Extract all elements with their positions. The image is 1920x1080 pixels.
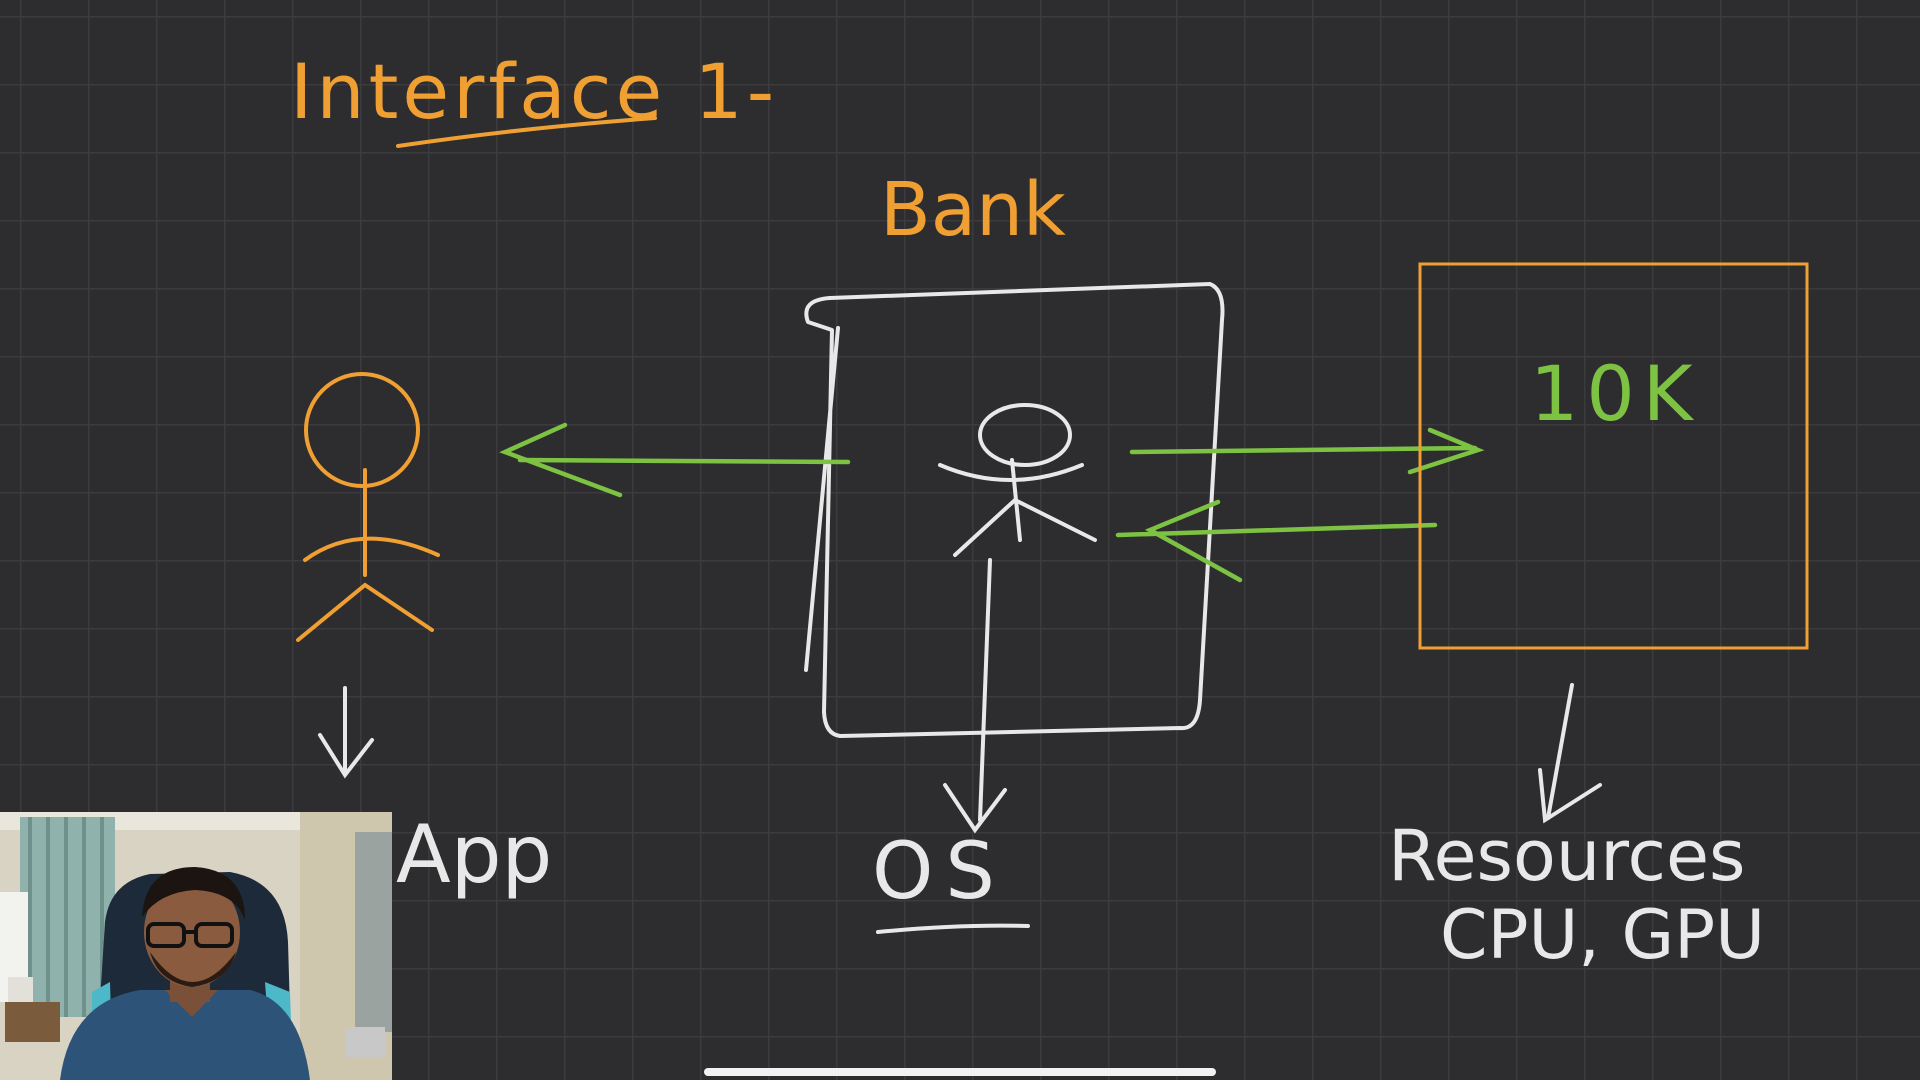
title-text: Interface 1- (290, 47, 778, 136)
resources-label: Resources (1388, 815, 1746, 897)
bank-box (804, 282, 1225, 738)
bank-label: Bank (880, 167, 1066, 253)
arrow-left-to-bank-icon (1115, 499, 1438, 583)
arrow-down-to-resources-label-icon (1538, 683, 1602, 824)
webcam-overlay (0, 812, 392, 1080)
presenter-video-image (0, 812, 392, 1080)
user-stick-figure-icon (296, 372, 440, 642)
app-label: App (396, 808, 552, 901)
resources-detail-label: CPU, GPU (1440, 896, 1765, 975)
home-indicator-bar (704, 1068, 1216, 1076)
resources-box (1418, 262, 1809, 650)
os-label: OS (872, 827, 1007, 917)
banker-stick-figure-icon (938, 403, 1097, 557)
box-value-label: 10K (1530, 349, 1701, 438)
arrow-left-to-user-icon (499, 422, 851, 498)
os-underline (876, 923, 1030, 934)
title-underline (396, 116, 657, 148)
arrow-down-to-app-icon (318, 686, 374, 779)
arrow-right-to-resources-icon (1129, 427, 1485, 475)
arrow-down-to-os-icon (943, 558, 1007, 834)
